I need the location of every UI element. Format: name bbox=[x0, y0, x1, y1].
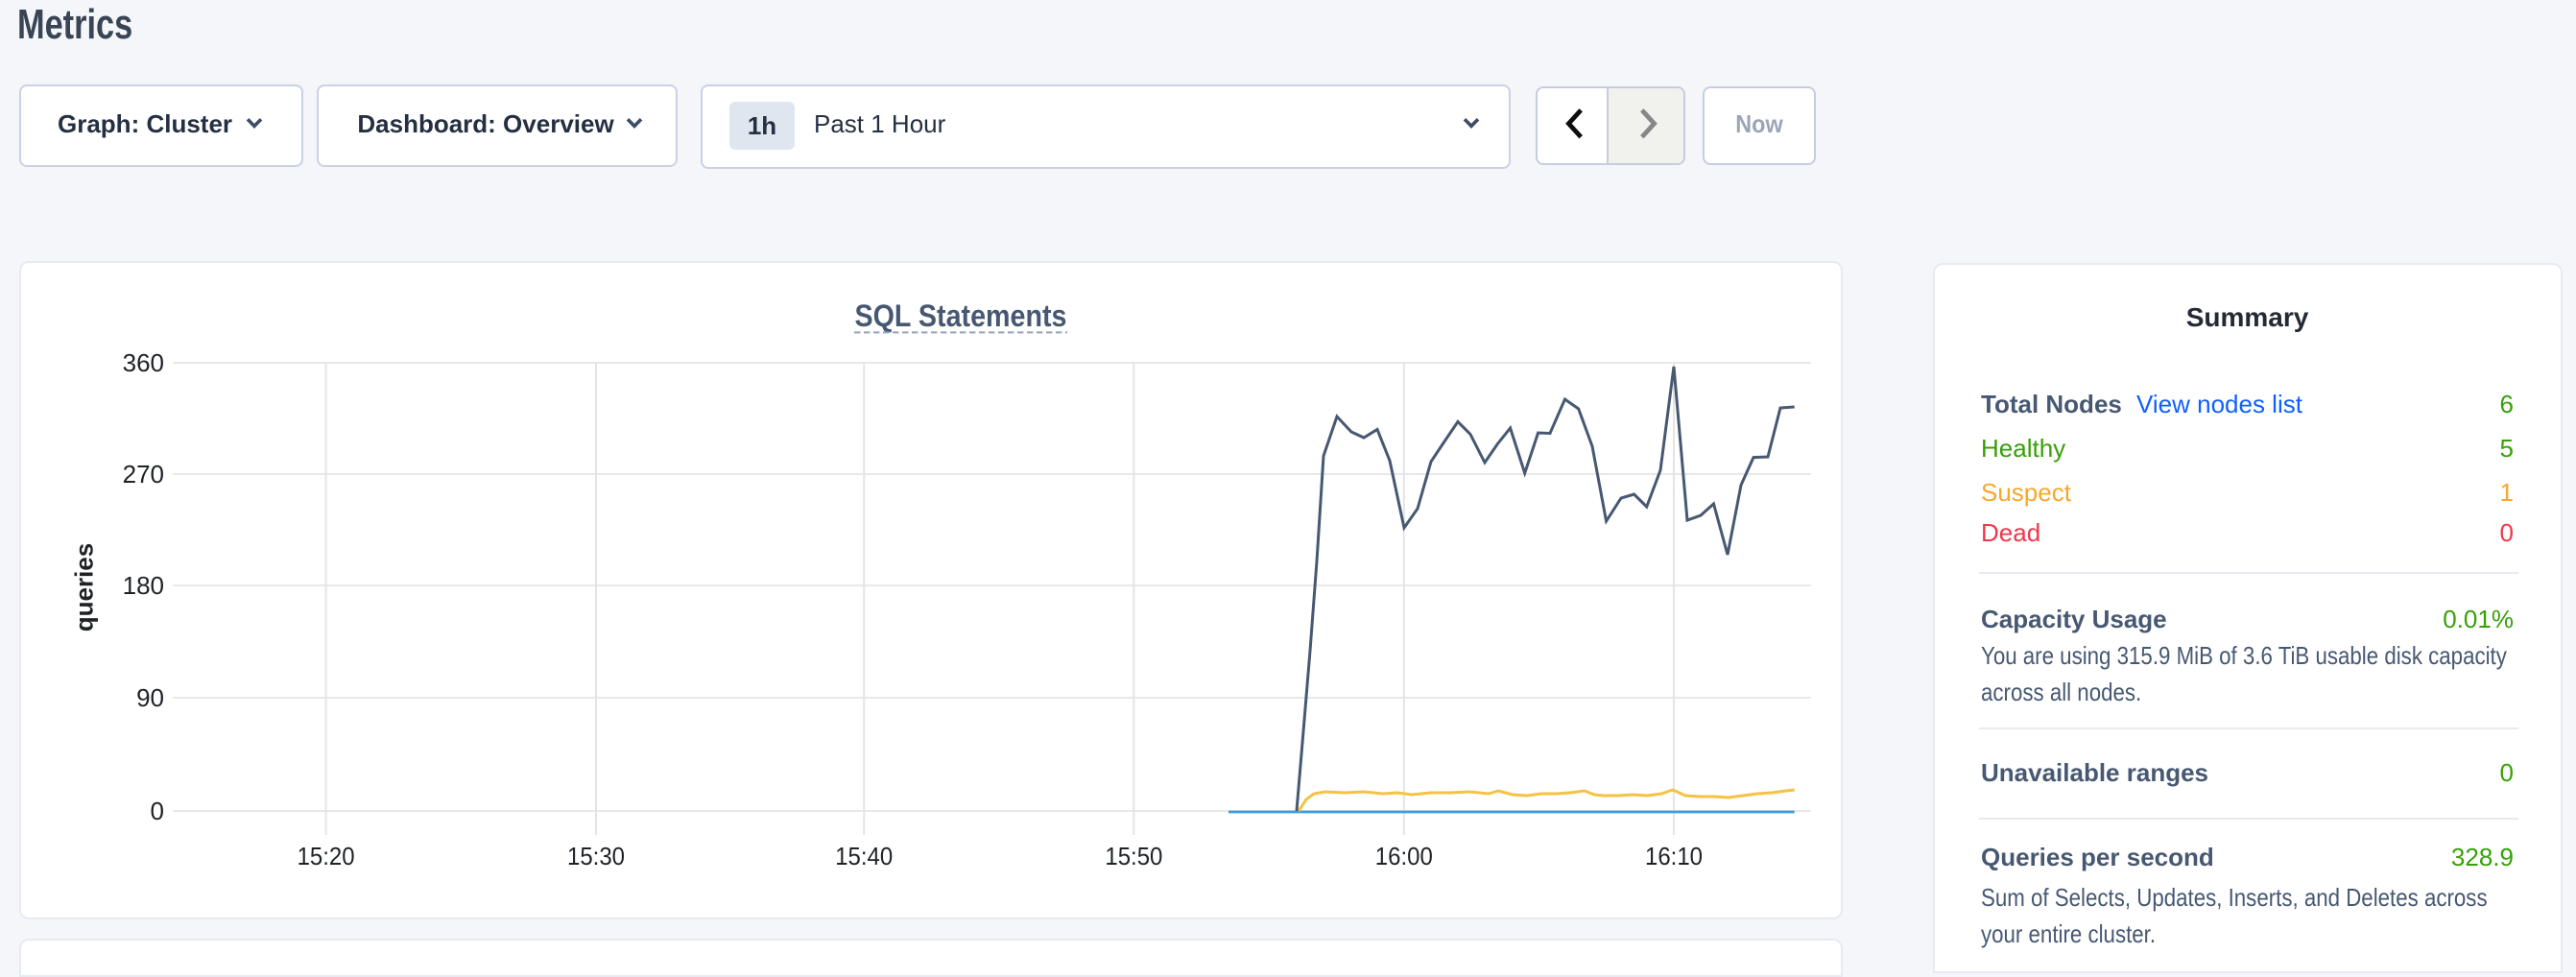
svg-text:SQL Statements: SQL Statements bbox=[854, 298, 1066, 333]
svg-text:15:20: 15:20 bbox=[297, 842, 354, 870]
svg-text:15:30: 15:30 bbox=[566, 842, 624, 870]
svg-text:270: 270 bbox=[122, 460, 163, 488]
svg-text:180: 180 bbox=[122, 571, 163, 600]
svg-text:16:10: 16:10 bbox=[1644, 842, 1702, 870]
svg-text:16:00: 16:00 bbox=[1374, 842, 1432, 870]
svg-text:queries: queries bbox=[69, 543, 98, 632]
svg-text:360: 360 bbox=[122, 348, 163, 377]
svg-text:0: 0 bbox=[150, 797, 163, 825]
svg-text:15:50: 15:50 bbox=[1104, 842, 1161, 870]
svg-text:15:40: 15:40 bbox=[834, 842, 892, 870]
svg-text:90: 90 bbox=[135, 683, 163, 712]
